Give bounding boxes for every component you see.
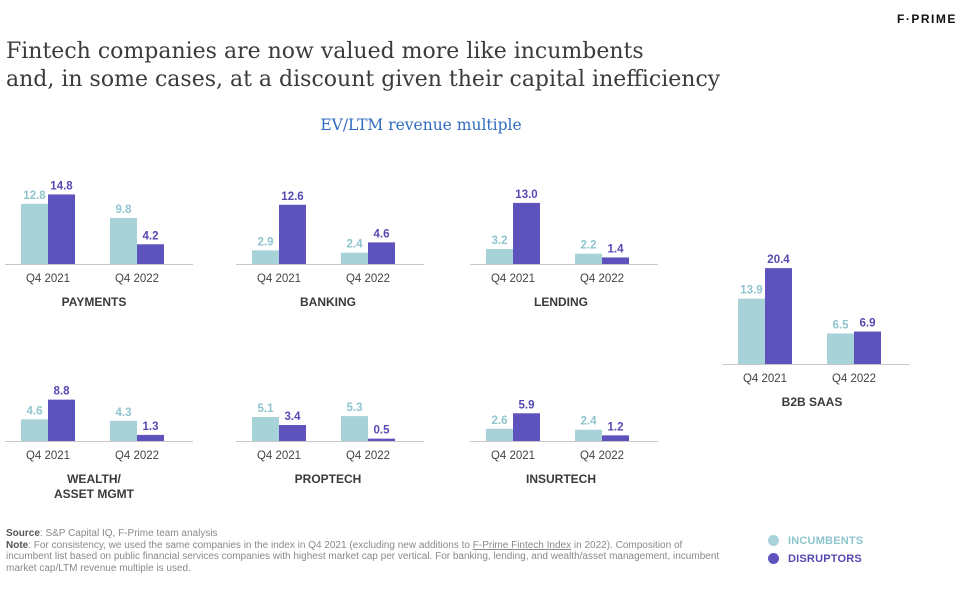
b2b-saas-value-label: 20.4 xyxy=(767,254,790,266)
b2b-saas-bar-incumbents-q4-2021 xyxy=(738,298,765,364)
legend-incumbents: INCUMBENTS xyxy=(768,532,863,549)
payments-value-label: 4.2 xyxy=(143,230,159,242)
source-label: Source xyxy=(6,528,40,539)
insurtech-bar-incumbents-q4-2022 xyxy=(575,429,602,441)
lending-bar-disruptors-q4-2022 xyxy=(602,257,629,264)
wealth-asset-mgmt-panel-title: WEALTH/ xyxy=(67,472,121,486)
wealth-asset-mgmt-bar-disruptors-q4-2021 xyxy=(48,399,75,441)
wealth-asset-mgmt-value-label: 4.6 xyxy=(27,405,43,417)
banking-value-label: 2.9 xyxy=(258,236,274,248)
note-label: Note xyxy=(6,539,29,551)
banking-bar-disruptors-q4-2022 xyxy=(368,242,395,264)
fintech-index-link[interactable]: F-Prime Fintech Index xyxy=(472,539,572,551)
wealth-asset-mgmt-bar-disruptors-q4-2022 xyxy=(137,434,164,441)
banking-value-label: 12.6 xyxy=(281,191,303,203)
b2b-saas-value-label: 13.9 xyxy=(740,285,762,297)
payments-value-label: 12.8 xyxy=(23,190,46,202)
proptech-tick-label: Q4 2022 xyxy=(346,450,390,462)
banking-bar-disruptors-q4-2021 xyxy=(279,204,306,264)
banking-value-label: 4.6 xyxy=(374,228,390,240)
proptech-bar-incumbents-q4-2022 xyxy=(341,416,368,441)
lending-bar-incumbents-q4-2022 xyxy=(575,253,602,264)
wealth-asset-mgmt-bar-incumbents-q4-2022 xyxy=(110,420,137,441)
lending-tick-label: Q4 2021 xyxy=(491,273,535,285)
lending-panel-title: LENDING xyxy=(534,295,588,309)
proptech-tick-label: Q4 2021 xyxy=(257,450,301,462)
lending-bar-incumbents-q4-2021 xyxy=(486,248,513,264)
banking-tick-label: Q4 2021 xyxy=(257,273,301,285)
chart-subtitle: EV/LTM revenue multiple xyxy=(320,116,522,134)
banking-bar-incumbents-q4-2022 xyxy=(341,252,368,264)
legend-incumbents-dot xyxy=(768,535,779,546)
payments-tick-label: Q4 2021 xyxy=(26,273,70,285)
insurtech-bar-incumbents-q4-2021 xyxy=(486,428,513,441)
insurtech-value-label: 2.6 xyxy=(492,415,508,427)
b2b-saas-panel-title: B2B SAAS xyxy=(782,395,843,409)
wealth-asset-mgmt-value-label: 8.8 xyxy=(54,386,71,398)
note-text-b: in 2022). Composition of incumbent list … xyxy=(6,539,720,574)
b2b-saas-bar-disruptors-q4-2022 xyxy=(854,331,881,364)
proptech-panel-title: PROPTECH xyxy=(295,472,362,486)
insurtech-panel-title: INSURTECH xyxy=(526,472,596,486)
proptech-value-label: 5.3 xyxy=(347,402,363,414)
wealth-asset-mgmt-panel-title: ASSET MGMT xyxy=(54,487,135,501)
insurtech-bar-disruptors-q4-2021 xyxy=(513,413,540,441)
title-line-1: Fintech companies are now valued more li… xyxy=(6,39,644,64)
proptech-bar-incumbents-q4-2021 xyxy=(252,417,279,441)
b2b-saas-value-label: 6.5 xyxy=(833,319,850,331)
b2b-saas-tick-label: Q4 2022 xyxy=(832,373,876,385)
payments-tick-label: Q4 2022 xyxy=(115,273,159,285)
lending-value-label: 2.2 xyxy=(581,240,597,252)
lending-bar-disruptors-q4-2021 xyxy=(513,202,540,264)
note-text-a: : For consistency, we used the same comp… xyxy=(28,539,473,551)
proptech-bar-disruptors-q4-2022 xyxy=(368,438,395,441)
legend-incumbents-label: INCUMBENTS xyxy=(788,534,864,547)
payments-bar-incumbents-q4-2021 xyxy=(21,203,48,264)
legend-disruptors-label: DISRUPTORS xyxy=(788,552,862,565)
wealth-asset-mgmt-tick-label: Q4 2022 xyxy=(115,450,159,462)
payments-bar-disruptors-q4-2021 xyxy=(48,194,75,264)
payments-bar-incumbents-q4-2022 xyxy=(110,217,137,264)
lending-value-label: 3.2 xyxy=(492,235,508,247)
insurtech-bar-disruptors-q4-2022 xyxy=(602,435,629,441)
banking-tick-label: Q4 2022 xyxy=(346,273,390,285)
wealth-asset-mgmt-bar-incumbents-q4-2021 xyxy=(21,419,48,441)
payments-panel-title: PAYMENTS xyxy=(62,295,127,309)
lending-value-label: 13.0 xyxy=(515,189,537,201)
source-text: : S&P Capital IQ, F-Prime team analysis xyxy=(39,528,218,539)
proptech-value-label: 0.5 xyxy=(374,425,391,437)
b2b-saas-value-label: 6.9 xyxy=(860,318,876,330)
insurtech-tick-label: Q4 2021 xyxy=(491,450,535,462)
b2b-saas-tick-label: Q4 2021 xyxy=(743,373,787,385)
payments-value-label: 9.8 xyxy=(116,204,133,216)
b2b-saas-bar-incumbents-q4-2022 xyxy=(827,333,854,364)
b2b-saas-bar-disruptors-q4-2021 xyxy=(765,268,792,364)
insurtech-value-label: 1.2 xyxy=(608,421,624,433)
banking-value-label: 2.4 xyxy=(347,239,364,251)
payments-value-label: 14.8 xyxy=(50,180,73,192)
payments-bar-disruptors-q4-2022 xyxy=(137,244,164,264)
title-line-2: and, in some cases, at a discount given … xyxy=(6,67,721,92)
proptech-value-label: 5.1 xyxy=(258,403,275,415)
legend-disruptors: DISRUPTORS xyxy=(768,550,863,567)
fprime-logo: F·PRIME xyxy=(897,12,957,26)
footnote: Source: S&P Capital IQ, F-Prime team ana… xyxy=(6,528,726,574)
page-title: Fintech companies are now valued more li… xyxy=(6,38,766,94)
proptech-bar-disruptors-q4-2021 xyxy=(279,425,306,441)
proptech-value-label: 3.4 xyxy=(285,411,302,423)
legend: INCUMBENTS DISRUPTORS xyxy=(768,532,863,568)
wealth-asset-mgmt-value-label: 1.3 xyxy=(143,421,159,433)
lending-value-label: 1.4 xyxy=(608,243,625,255)
insurtech-value-label: 2.4 xyxy=(581,416,598,428)
wealth-asset-mgmt-tick-label: Q4 2021 xyxy=(26,450,70,462)
wealth-asset-mgmt-value-label: 4.3 xyxy=(116,407,132,419)
insurtech-tick-label: Q4 2022 xyxy=(580,450,624,462)
banking-bar-incumbents-q4-2021 xyxy=(252,250,279,264)
banking-panel-title: BANKING xyxy=(300,295,356,309)
legend-disruptors-dot xyxy=(768,553,779,564)
lending-tick-label: Q4 2022 xyxy=(580,273,624,285)
insurtech-value-label: 5.9 xyxy=(519,399,535,411)
